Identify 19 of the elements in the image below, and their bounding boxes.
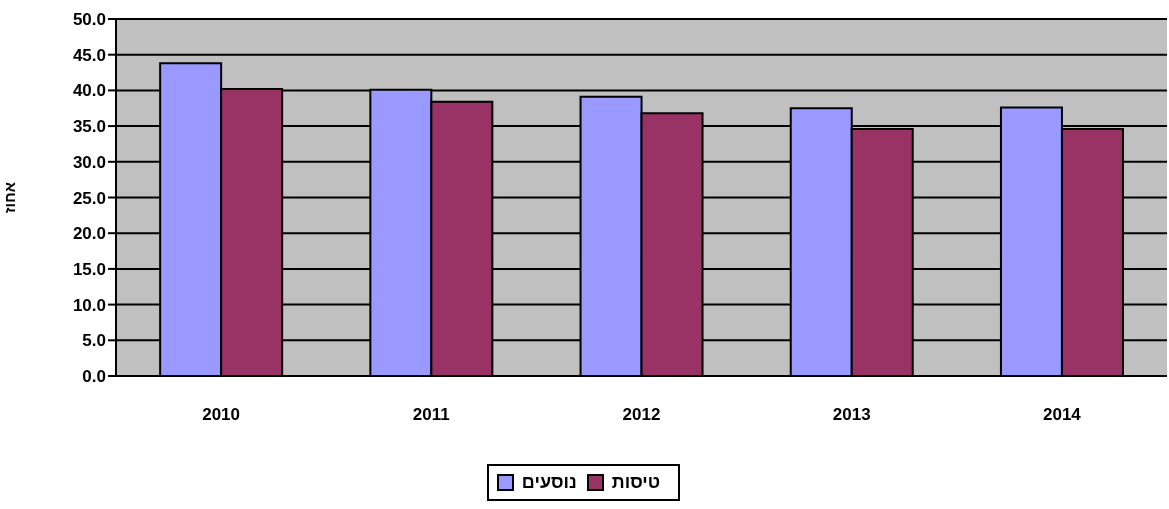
x-tick-label: 2011 — [412, 405, 450, 425]
y-tick-label: 40.0 — [72, 81, 106, 101]
legend-label: טיסות — [611, 472, 661, 493]
y-tick-label: 5.0 — [82, 331, 106, 351]
x-tick-label: 2014 — [1042, 405, 1082, 425]
y-tick-label: 15.0 — [72, 259, 106, 279]
legend-label: נוסעים — [521, 472, 577, 493]
y-tick-label: 0.0 — [82, 367, 106, 387]
y-tick-label: 20.0 — [72, 224, 106, 244]
y-tick-label: 25.0 — [72, 188, 106, 208]
y-tick-label: 10.0 — [72, 295, 106, 315]
y-tick-label: 45.0 — [72, 45, 106, 65]
y-tick-label: 50.0 — [72, 10, 106, 30]
y-axis-title: אחוז — [1, 182, 19, 213]
y-tick-label: 30.0 — [72, 152, 106, 172]
x-tick-label: 2010 — [202, 405, 241, 425]
x-tick-label: 2012 — [622, 405, 661, 425]
y-tick-label: 35.0 — [72, 117, 106, 137]
x-tick-label: 2013 — [832, 405, 871, 425]
